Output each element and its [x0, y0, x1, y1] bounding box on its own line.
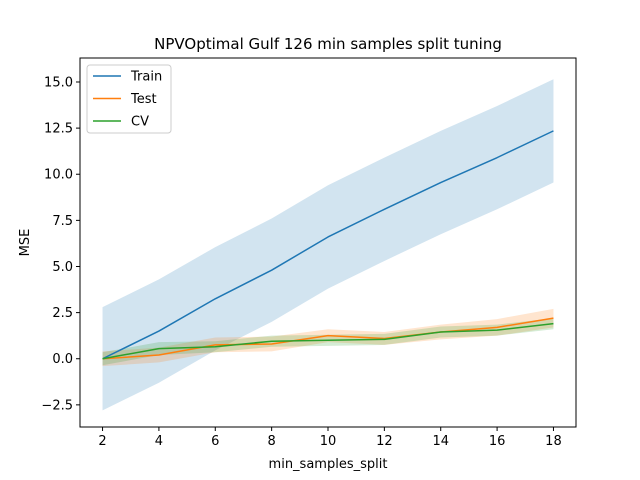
y-axis-label: MSE: [18, 229, 33, 257]
x-axis-ticks: 2 4 6 8 10 12 14 16 18: [98, 427, 562, 449]
x-axis-label: min_samples_split: [269, 457, 388, 472]
x-tick-label: 10: [320, 434, 337, 449]
legend-label-test: Test: [130, 92, 157, 107]
legend-label-train: Train: [130, 70, 162, 85]
y-tick-label: 10.0: [44, 168, 73, 183]
legend-box: [86, 64, 172, 134]
x-tick-label: 4: [155, 434, 163, 449]
series-line-cv: [102, 322, 554, 360]
y-tick-label: 12.5: [44, 122, 73, 137]
series-line-train: [102, 130, 554, 360]
y-tick-label: −2.5: [41, 398, 73, 413]
band-cv: [102, 318, 554, 366]
x-tick-label: 12: [376, 434, 393, 449]
y-tick-label: 2.5: [52, 306, 73, 321]
band-train: [102, 79, 554, 411]
chart-title: NPVOptimal Gulf 126 min samples split tu…: [154, 35, 502, 53]
y-axis-ticks: −2.5 0.0 2.5 5.0 7.5 10.0 12.5 15.0: [41, 75, 80, 413]
series-line-test: [102, 317, 554, 360]
x-tick-label: 6: [211, 434, 219, 449]
x-tick-label: 14: [432, 434, 449, 449]
y-tick-label: 5.0: [52, 260, 73, 275]
band-test: [102, 308, 554, 367]
legend: Train Test CV: [86, 64, 172, 134]
y-tick-label: 7.5: [52, 214, 73, 229]
series-lines: [102, 130, 554, 360]
y-tick-label: 15.0: [44, 75, 73, 90]
x-tick-label: 2: [98, 434, 106, 449]
y-tick-label: 0.0: [52, 352, 73, 367]
legend-label-cv: CV: [131, 115, 149, 130]
x-tick-label: 8: [267, 434, 275, 449]
x-tick-label: 18: [545, 434, 562, 449]
confidence-bands: [102, 79, 554, 411]
x-tick-label: 16: [489, 434, 506, 449]
